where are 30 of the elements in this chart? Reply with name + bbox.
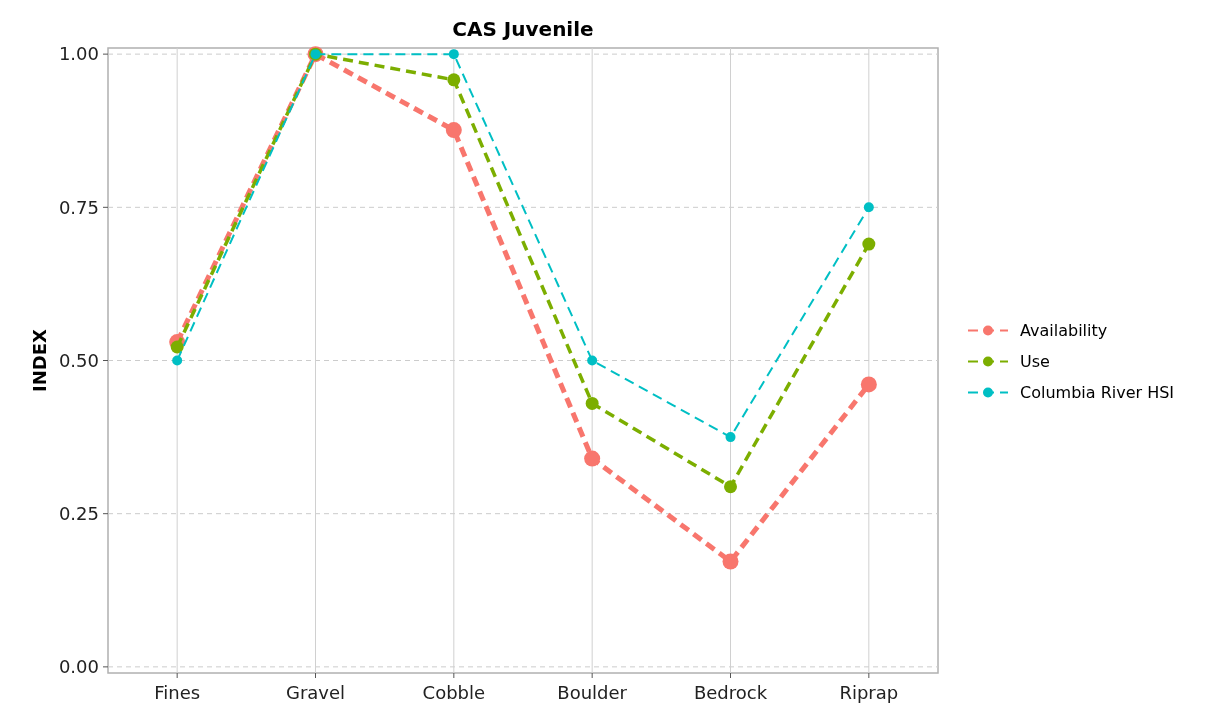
legend-label: Columbia River HSI <box>1020 383 1175 403</box>
legend-label: Availability <box>1020 321 1108 341</box>
point <box>445 122 462 139</box>
point <box>862 237 876 251</box>
y-tick-label: 0.50 <box>58 349 99 371</box>
y-tick-label: 0.75 <box>58 196 99 218</box>
point <box>863 202 874 213</box>
y-tick-label: 1.00 <box>58 43 99 65</box>
y-axis-title: INDEX <box>29 328 50 392</box>
point <box>447 73 461 87</box>
x-tick-label: Fines <box>154 682 201 703</box>
legend-label: Use <box>1020 352 1050 372</box>
point <box>725 432 736 443</box>
point <box>587 355 598 366</box>
point <box>170 340 184 354</box>
y-tick-label: 0.25 <box>58 502 99 524</box>
x-tick-label: Cobble <box>422 682 486 703</box>
point <box>585 396 599 410</box>
y-tick-label: 0.00 <box>58 656 99 678</box>
x-tick-label: Boulder <box>557 682 628 703</box>
point <box>724 480 737 494</box>
point <box>722 553 739 570</box>
point <box>860 376 877 393</box>
x-tick-label: Riprap <box>839 682 899 703</box>
x-tick-label: Bedrock <box>693 682 768 703</box>
x-tick-label: Gravel <box>285 682 346 703</box>
chart-title: CAS Juvenile <box>452 17 594 41</box>
point <box>172 355 183 366</box>
point <box>448 49 459 60</box>
point <box>584 450 601 467</box>
